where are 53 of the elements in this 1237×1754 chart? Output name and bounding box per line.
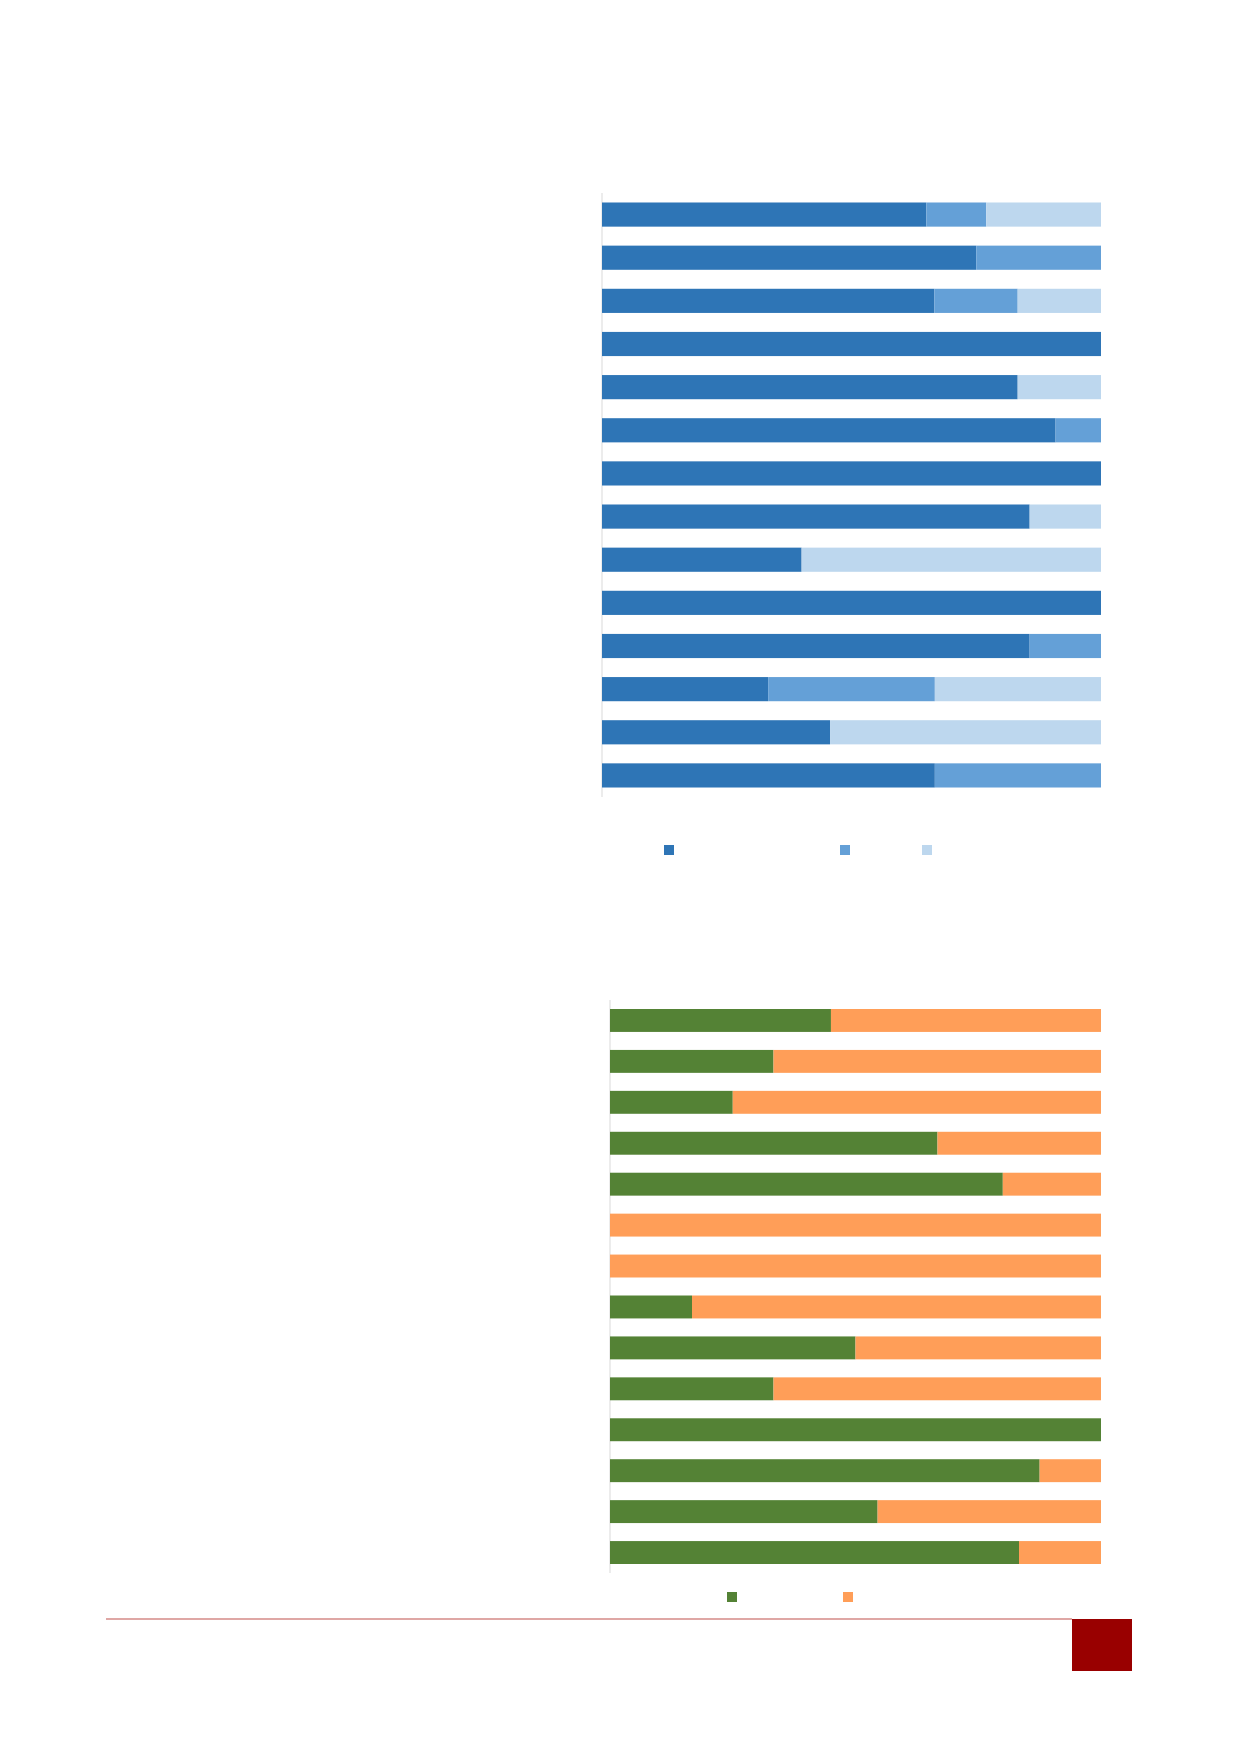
bar — [768, 677, 935, 702]
bar — [602, 633, 1030, 659]
bar — [610, 1009, 831, 1032]
bar — [934, 677, 1101, 702]
bar — [602, 677, 769, 702]
bar — [986, 202, 1101, 227]
bar — [732, 1090, 1101, 1114]
bar — [1002, 1172, 1101, 1196]
bar — [610, 1172, 1003, 1196]
bar — [602, 763, 935, 788]
bar — [855, 1336, 1101, 1360]
bar — [610, 1541, 1019, 1564]
bar — [692, 1295, 1101, 1319]
bar — [610, 1090, 733, 1114]
bar — [1017, 288, 1101, 313]
bar — [602, 461, 1101, 486]
bar — [602, 590, 1101, 615]
bar — [610, 1459, 1040, 1483]
bar — [934, 763, 1101, 788]
bar — [877, 1500, 1101, 1524]
bar — [602, 547, 802, 572]
bar — [602, 202, 927, 227]
bar — [801, 547, 1101, 572]
bar — [610, 1500, 878, 1524]
bar — [602, 504, 1030, 529]
bar — [602, 375, 1018, 400]
bar — [934, 288, 1018, 313]
bar — [602, 331, 1101, 357]
bar — [937, 1131, 1101, 1155]
bar — [1019, 1541, 1101, 1564]
bar — [610, 1336, 856, 1360]
bar — [1029, 504, 1101, 529]
bar — [610, 1049, 774, 1073]
bar — [602, 720, 831, 745]
bar — [610, 1295, 692, 1319]
bar — [1017, 375, 1101, 400]
bar — [1055, 418, 1101, 443]
bar — [773, 1049, 1101, 1073]
bar — [1039, 1459, 1101, 1483]
bar — [602, 288, 935, 313]
bar — [830, 1009, 1101, 1032]
bar — [610, 1377, 774, 1401]
bar — [602, 245, 977, 270]
bar — [610, 1213, 1101, 1237]
bar — [773, 1377, 1101, 1401]
bar — [926, 202, 987, 227]
bar — [610, 1254, 1101, 1278]
bar — [976, 245, 1101, 270]
bar — [602, 418, 1056, 443]
bar — [610, 1418, 1101, 1442]
bar — [1029, 633, 1101, 659]
bar — [610, 1131, 938, 1155]
bar — [830, 720, 1101, 745]
